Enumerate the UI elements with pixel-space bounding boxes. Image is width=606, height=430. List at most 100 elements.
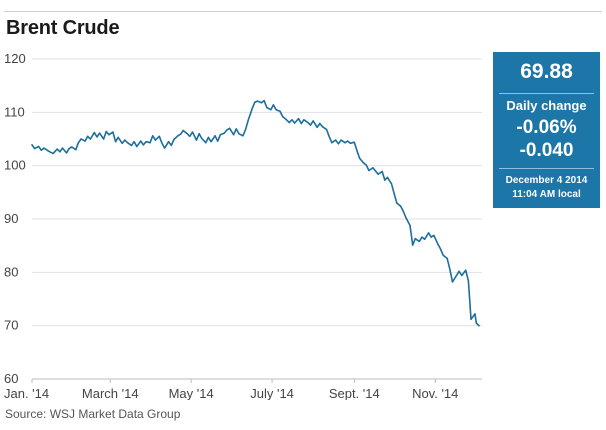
data-point [201, 137, 203, 140]
data-point [458, 270, 460, 272]
data-point [189, 135, 191, 137]
quote-divider [499, 168, 594, 169]
data-point [195, 139, 198, 141]
data-point [226, 129, 228, 131]
data-point [291, 119, 293, 121]
data-point [108, 134, 110, 136]
y-tick-label: 120 [4, 51, 26, 66]
data-point [465, 269, 467, 271]
data-point [319, 122, 321, 125]
data-point [170, 144, 172, 147]
data-point [347, 140, 349, 142]
y-tick-label: 70 [4, 318, 18, 333]
quote-date: December 4 2014 [505, 175, 588, 186]
data-point [446, 257, 448, 260]
data-point [254, 101, 256, 103]
data-point [247, 119, 249, 122]
data-point [154, 139, 157, 141]
data-point [98, 132, 101, 134]
x-tick-label: March '14 [82, 386, 139, 400]
data-point [423, 238, 426, 240]
data-point [384, 179, 386, 181]
data-point [80, 138, 82, 140]
data-point [293, 122, 296, 124]
data-point [75, 149, 77, 151]
data-point [297, 118, 300, 120]
data-point [372, 167, 374, 169]
x-tick-label: Jan. '14 [4, 386, 49, 400]
data-point [93, 131, 96, 134]
data-point [263, 99, 265, 102]
data-point [214, 135, 216, 137]
data-point [210, 141, 212, 143]
data-point [244, 128, 247, 131]
data-point [142, 144, 145, 146]
data-point [145, 141, 147, 143]
y-tick-labels: 60 70 80 90 100 110 120 [4, 51, 26, 386]
data-point [266, 106, 268, 109]
data-point [427, 232, 430, 234]
data-point [105, 130, 108, 133]
data-point [470, 318, 472, 320]
grid-layer [31, 58, 482, 383]
data-point [449, 268, 451, 270]
x-tick-label: May '14 [169, 386, 214, 400]
data-point [87, 135, 89, 137]
data-point [402, 210, 405, 213]
data-point [405, 217, 407, 219]
data-point [124, 139, 126, 141]
y-tick-label: 110 [4, 104, 25, 119]
data-point [386, 176, 389, 179]
data-point [275, 109, 277, 111]
data-point [133, 141, 135, 143]
data-point [34, 147, 36, 150]
data-point [353, 141, 355, 143]
y-tick-label: 90 [4, 211, 18, 226]
x-tick-label: Sept. '14 [329, 386, 380, 400]
data-point [377, 173, 379, 175]
data-point [191, 131, 194, 133]
chart-title: Brent Crude [6, 17, 120, 39]
data-point [158, 135, 160, 137]
daily-change-absolute: -0.040 [519, 140, 574, 161]
data-point [40, 149, 42, 151]
data-point [59, 151, 61, 153]
data-point [260, 102, 263, 104]
data-point [223, 132, 225, 134]
daily-change-label: Daily change [506, 98, 587, 113]
x-tick-label: July '14 [250, 386, 294, 400]
price-chart: 60 70 80 90 100 110 120 Jan. '14 March '14 May '… [4, 51, 482, 400]
data-point [433, 234, 435, 237]
data-point [467, 280, 470, 282]
data-point [198, 133, 200, 135]
data-point [335, 139, 337, 141]
x-tick-labels: Jan. '14 March '14 May '14 July '14 Sept. '1… [4, 386, 458, 400]
data-point [102, 138, 105, 140]
data-point [390, 183, 393, 185]
data-point [396, 202, 398, 204]
data-point [182, 129, 184, 132]
data-point [344, 142, 346, 144]
data-point [316, 126, 318, 128]
data-point [461, 274, 463, 277]
data-point [270, 109, 272, 111]
source-note: Source: WSJ Market Data Group [5, 407, 181, 421]
data-point [328, 135, 330, 137]
y-tick-label: 60 [4, 371, 18, 386]
data-point [312, 120, 314, 122]
data-point [349, 142, 351, 144]
y-tick-label: 100 [4, 158, 26, 173]
daily-change-percent: -0.06% [516, 117, 577, 138]
data-point [325, 128, 328, 131]
data-point [56, 148, 58, 150]
data-point [362, 162, 365, 164]
data-point [232, 134, 235, 136]
data-point [126, 142, 129, 144]
data-point [217, 140, 219, 142]
quote-time: 11:04 AM local [512, 189, 581, 200]
y-tick-label: 80 [4, 264, 18, 279]
data-point [414, 238, 416, 240]
data-point [358, 157, 361, 159]
data-point [409, 224, 411, 227]
